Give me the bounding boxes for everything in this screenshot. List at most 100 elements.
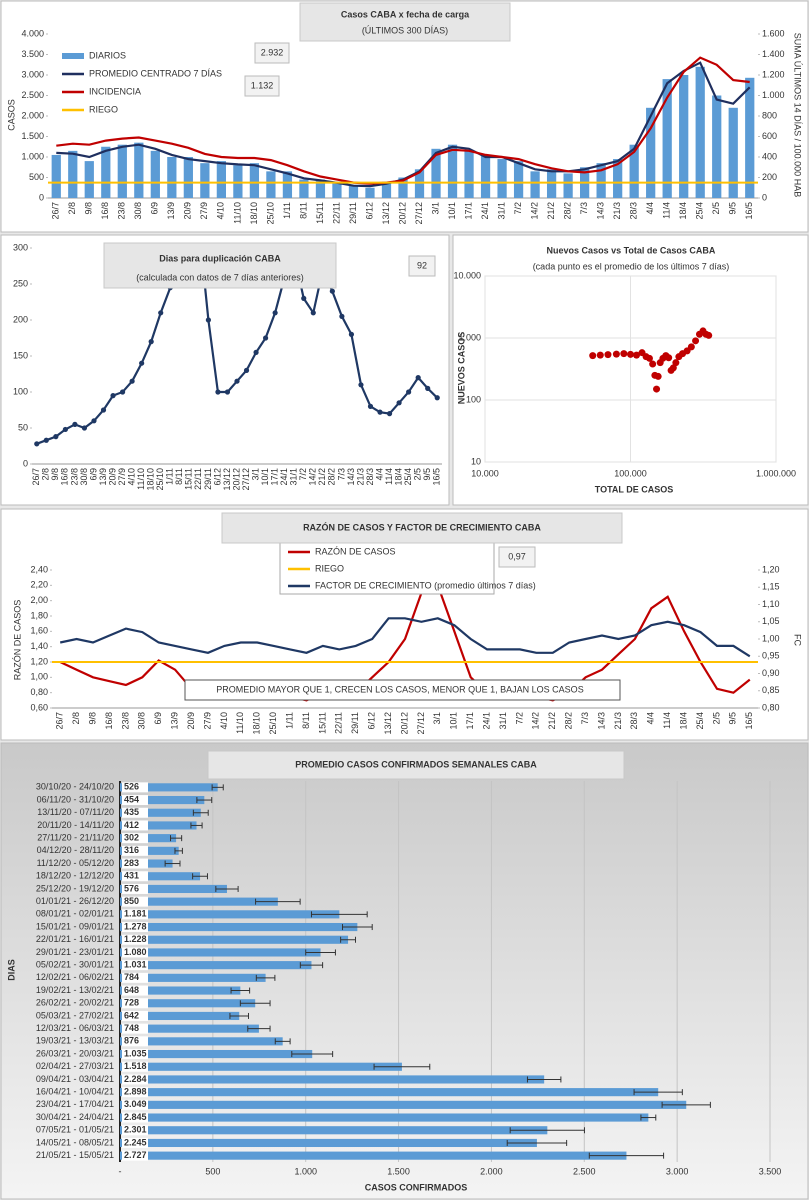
line-series xyxy=(59,617,751,658)
value-label: 1.031 xyxy=(124,960,147,970)
legend-swatch xyxy=(62,53,84,59)
x-tick-label: 21/3 xyxy=(612,202,622,220)
value-label-bg xyxy=(122,1010,148,1021)
bar xyxy=(167,157,177,198)
y-tick-label: 19/03/21 - 13/03/21 xyxy=(36,1036,114,1046)
plot-area xyxy=(52,583,758,702)
bar xyxy=(120,1138,537,1148)
y-tick-label: 23/04/21 - 17/04/21 xyxy=(36,1099,114,1109)
value-label: 2.845 xyxy=(124,1112,147,1122)
bar xyxy=(381,181,392,198)
x-tick-label: 2/8 xyxy=(41,468,51,481)
bar xyxy=(282,171,293,198)
marker xyxy=(43,437,49,443)
x-tick-label: 20/12 xyxy=(399,712,409,735)
value-label-bg xyxy=(122,795,148,806)
x-tick-label: 4/4 xyxy=(646,712,656,725)
bar xyxy=(695,66,705,198)
y-tick-label: 1,80 xyxy=(30,610,48,620)
y-tick-label: 16/04/21 - 10/04/21 xyxy=(36,1087,114,1097)
marker xyxy=(72,421,78,427)
y2-axis-title: SUMA ÚLTIMOS 14 DÍAS / 100.000 HAB xyxy=(793,33,803,197)
y2-tick-label: 600 xyxy=(762,131,777,141)
x-tick-label: 15/11 xyxy=(315,202,325,224)
bar xyxy=(120,808,201,817)
value-label: 1.035 xyxy=(124,1048,147,1058)
marker xyxy=(110,393,116,399)
y2-tick-label: 1.000 xyxy=(762,90,785,100)
marker xyxy=(91,418,97,424)
value-label: 748 xyxy=(124,1023,139,1033)
x-tick-label: 14/3 xyxy=(596,712,606,730)
y-tick-label: 15/01/21 - 09/01/21 xyxy=(36,921,114,931)
bar xyxy=(546,169,557,198)
y-tick-label: 1,40 xyxy=(30,641,48,651)
bar xyxy=(629,144,639,198)
value-label-bg xyxy=(122,883,148,894)
x-tick-label: 1/11 xyxy=(284,712,294,729)
value-label-bg xyxy=(122,960,148,971)
annotation: 2.932 xyxy=(261,47,284,57)
x-tick-label: 9/5 xyxy=(728,712,738,725)
value-label: 1.278 xyxy=(124,921,147,931)
value-label: 431 xyxy=(124,871,139,881)
point xyxy=(692,337,700,345)
x-tick-label: 16/8 xyxy=(104,712,114,730)
value-label-bg xyxy=(122,1099,148,1110)
panel xyxy=(0,742,809,1200)
x-tick-label: 28/3 xyxy=(629,712,639,730)
x-tick-label: 3.500 xyxy=(759,1166,782,1176)
x-tick-label: 14/3 xyxy=(346,468,356,486)
y-tick-label: 2,00 xyxy=(30,595,48,605)
y-tick-label: 26/03/21 - 20/03/21 xyxy=(36,1048,114,1058)
y2-tick-label: 0,80 xyxy=(762,702,780,712)
annotation: 92 xyxy=(417,260,427,270)
bar xyxy=(117,144,127,198)
legend-box xyxy=(279,542,495,595)
x-tick-label: 13/9 xyxy=(98,468,108,486)
bar xyxy=(120,922,358,932)
bar xyxy=(464,150,474,198)
bar xyxy=(120,1062,402,1071)
marker xyxy=(234,378,240,384)
x-tick-label: 7/3 xyxy=(336,468,346,481)
y-tick-label: 0,60 xyxy=(30,702,48,712)
plot-area xyxy=(34,247,440,447)
x-tick-label: 500 xyxy=(205,1166,220,1176)
marker xyxy=(272,310,278,316)
bar xyxy=(365,187,375,198)
x-tick-label: 6/9 xyxy=(150,202,160,215)
value-label-bg xyxy=(122,896,148,907)
x-tick-label: 27/9 xyxy=(202,712,212,730)
x-tick-label: 27/12 xyxy=(241,468,251,491)
x-tick-label: 3.000 xyxy=(666,1166,689,1176)
y-tick-label: 100 xyxy=(466,394,481,404)
x-tick-label: 100.000 xyxy=(614,468,647,478)
x-tick-label: 6/9 xyxy=(153,712,163,725)
value-label: 302 xyxy=(124,833,139,843)
marker xyxy=(348,331,355,337)
x-tick-label: 27/12 xyxy=(416,712,426,735)
y-tick-label: 05/02/21 - 30/01/21 xyxy=(36,960,114,970)
x-tick-label: 30/8 xyxy=(133,202,143,220)
bar xyxy=(332,181,342,198)
y-tick-label: 19/02/21 - 13/02/21 xyxy=(36,985,114,995)
point xyxy=(669,364,677,372)
x-tick-label: 26/7 xyxy=(51,202,61,220)
value-label-bg xyxy=(122,820,148,831)
x-tick-label: 14/2 xyxy=(529,202,539,220)
value-label-bg xyxy=(122,1112,148,1123)
x-tick-label: 18/10 xyxy=(146,468,156,491)
x-tick-label: 7/3 xyxy=(580,712,590,725)
value-label-bg xyxy=(122,1087,148,1098)
bar xyxy=(68,150,78,198)
x-tick-label: 6/9 xyxy=(88,468,98,481)
y-tick-label: 13/11/20 - 07/11/20 xyxy=(37,807,114,817)
y-tick-label: 11/12/20 - 05/12/20 xyxy=(37,858,114,868)
x-tick-label: 22/11 xyxy=(331,202,341,224)
y-tick-label: 26/02/21 - 20/02/21 xyxy=(36,998,114,1008)
x-tick-label: 11/10 xyxy=(136,468,146,490)
value-label: 576 xyxy=(124,883,139,893)
x-axis-title: CASOS CONFIRMADOS xyxy=(365,1182,468,1192)
